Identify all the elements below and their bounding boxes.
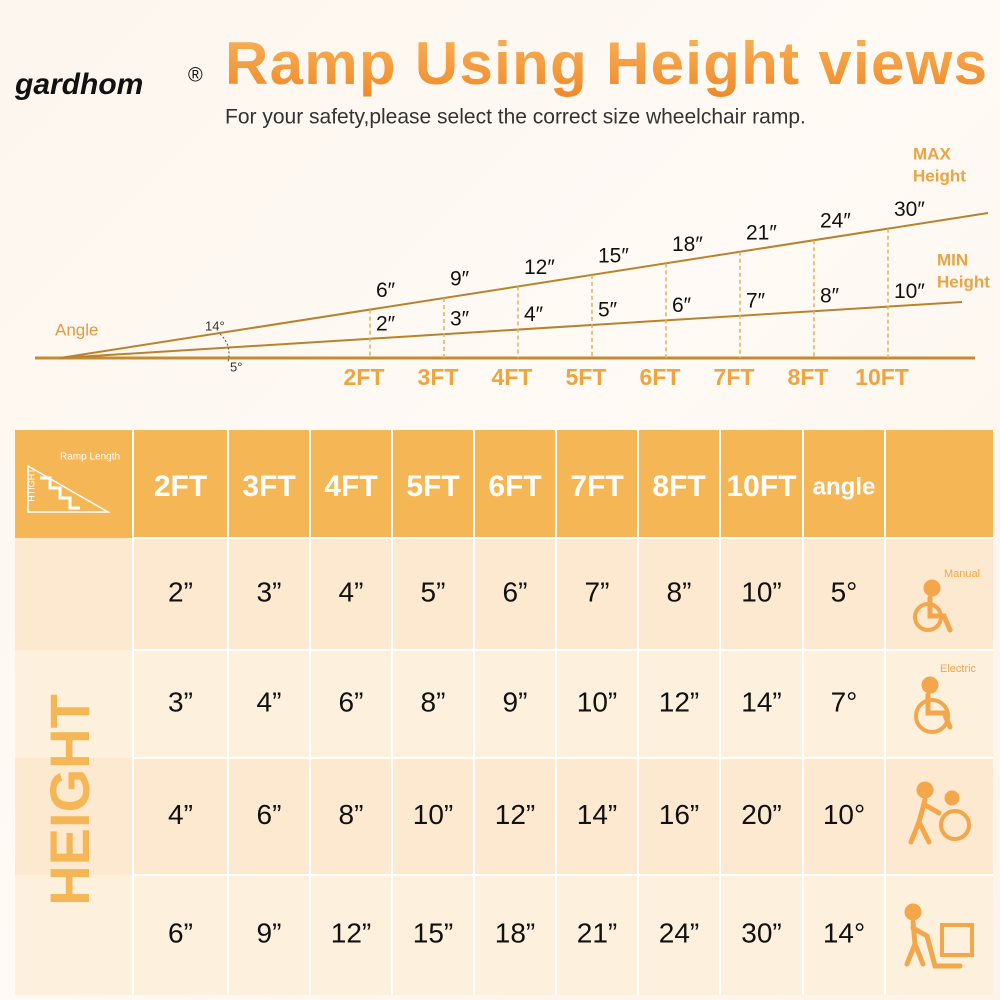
max-height: 6″ [376,279,396,302]
table-cell: 10° [823,799,865,830]
icons [904,579,974,969]
table-cell: 4” [339,576,364,607]
table-cell: 5° [831,576,858,607]
table-cell: 2” [168,576,193,607]
table-cell: 24” [659,917,699,948]
table-cell: 9” [503,686,528,717]
angle-min: 5° [230,359,242,374]
table-cell: 8” [667,576,692,607]
max-height: 18″ [672,233,703,256]
header-cell: 5FT [406,470,459,503]
title: Ramp Using Height views [225,30,987,97]
table-cell: 16” [659,799,699,830]
table-cell: 7° [831,686,858,717]
row-bg [15,875,993,995]
header-cell: 10FT [726,470,796,503]
header-cell: 3FT [242,470,295,503]
max-height: 9″ [450,268,470,291]
table-cell: 8” [421,686,446,717]
length-label: 5FT [566,364,607,390]
min-height: 4″ [524,303,544,326]
min-ramp-line [59,301,963,359]
table-cell: 5” [421,576,446,607]
table-cell: 10” [741,576,781,607]
table-cell: 12” [495,799,535,830]
table-grid [132,430,993,995]
table-cell: 10” [413,799,453,830]
corner-steps [40,476,80,510]
min-height: 10″ [894,280,925,303]
length-label: 8FT [788,364,829,390]
side-label: HEIGHT [38,694,101,906]
length-label: 6FT [640,364,681,390]
min-height: 8″ [820,285,840,308]
header-cell: 6FT [488,470,541,503]
min-height: 3″ [450,308,470,331]
max-ramp-line [59,212,989,359]
table-header-bg [15,430,993,538]
brand: gardhom [14,68,143,101]
table-cell: 6” [257,799,282,830]
table-cell: 9” [257,917,282,948]
angle-label: Angle [55,320,98,339]
min-height: 5″ [598,299,618,322]
header-cell: 8FT [652,470,705,503]
table-cell: 8” [339,799,364,830]
corner-top: Ramp Length [60,452,120,463]
table-cell: 7” [585,576,610,607]
min-height: 2″ [376,312,396,335]
brand-mark: ® [188,64,203,86]
header-cell: 2FT [154,470,207,503]
length-label: 4FT [492,364,533,390]
max-label: MAX [913,144,951,163]
length-label: 7FT [714,364,755,390]
length-label: 10FT [855,364,909,390]
header-cell: 7FT [570,470,623,503]
max-height: 30″ [894,198,925,221]
table-cell: 30” [741,917,781,948]
angle-max: 14° [205,318,225,333]
corner-stairs [27,464,111,513]
icon-label: Manual [944,568,980,580]
table-cell: 15” [413,917,453,948]
table-cell: 10” [577,686,617,717]
subtitle: For your safety,please select the correc… [225,106,806,129]
min-label: Height [937,272,990,291]
table-cell: 14° [823,917,865,948]
table-cell: 14” [577,799,617,830]
icon-label: Electric [940,663,977,675]
table-cell: 12” [331,917,371,948]
min-label: MIN [937,250,968,269]
header-cell: 4FT [324,470,377,503]
length-label: 2FT [344,364,385,390]
min-height: 7″ [746,289,766,312]
table-cell: 6” [339,686,364,717]
table-cell: 18” [495,917,535,948]
table-cell: 6” [168,917,193,948]
table-cell: 3” [168,686,193,717]
max-label: Height [913,166,966,185]
min-height: 6″ [672,294,692,317]
table-cell: 4” [168,799,193,830]
max-height: 15″ [598,244,629,267]
table-cell: 21” [577,917,617,948]
table-cell: 20” [741,799,781,830]
max-height: 21″ [746,221,777,244]
table-cell: 4” [257,686,282,717]
table-cell: 6” [503,576,528,607]
table-cell: 3” [257,576,282,607]
header-cell: angle [813,473,876,500]
corner-side: HTIGHT [26,468,36,502]
table-cell: 14” [741,686,781,717]
row-bg [15,650,993,758]
length-label: 3FT [418,364,459,390]
max-height: 12″ [524,256,555,279]
max-height: 24″ [820,210,851,233]
table-cell: 12” [659,686,699,717]
